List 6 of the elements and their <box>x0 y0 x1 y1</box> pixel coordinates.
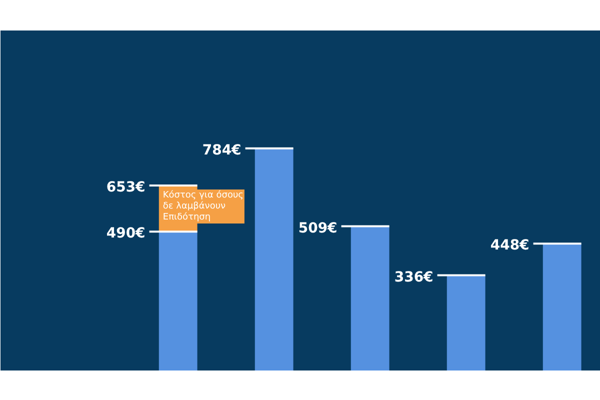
data-label: 490€ <box>106 226 146 242</box>
data-label: 509€ <box>298 220 338 236</box>
data-label: 448€ <box>490 238 530 254</box>
data-label: 784€ <box>202 142 242 158</box>
total-label: 653€ <box>106 179 146 196</box>
data-label: 336€ <box>394 269 434 286</box>
